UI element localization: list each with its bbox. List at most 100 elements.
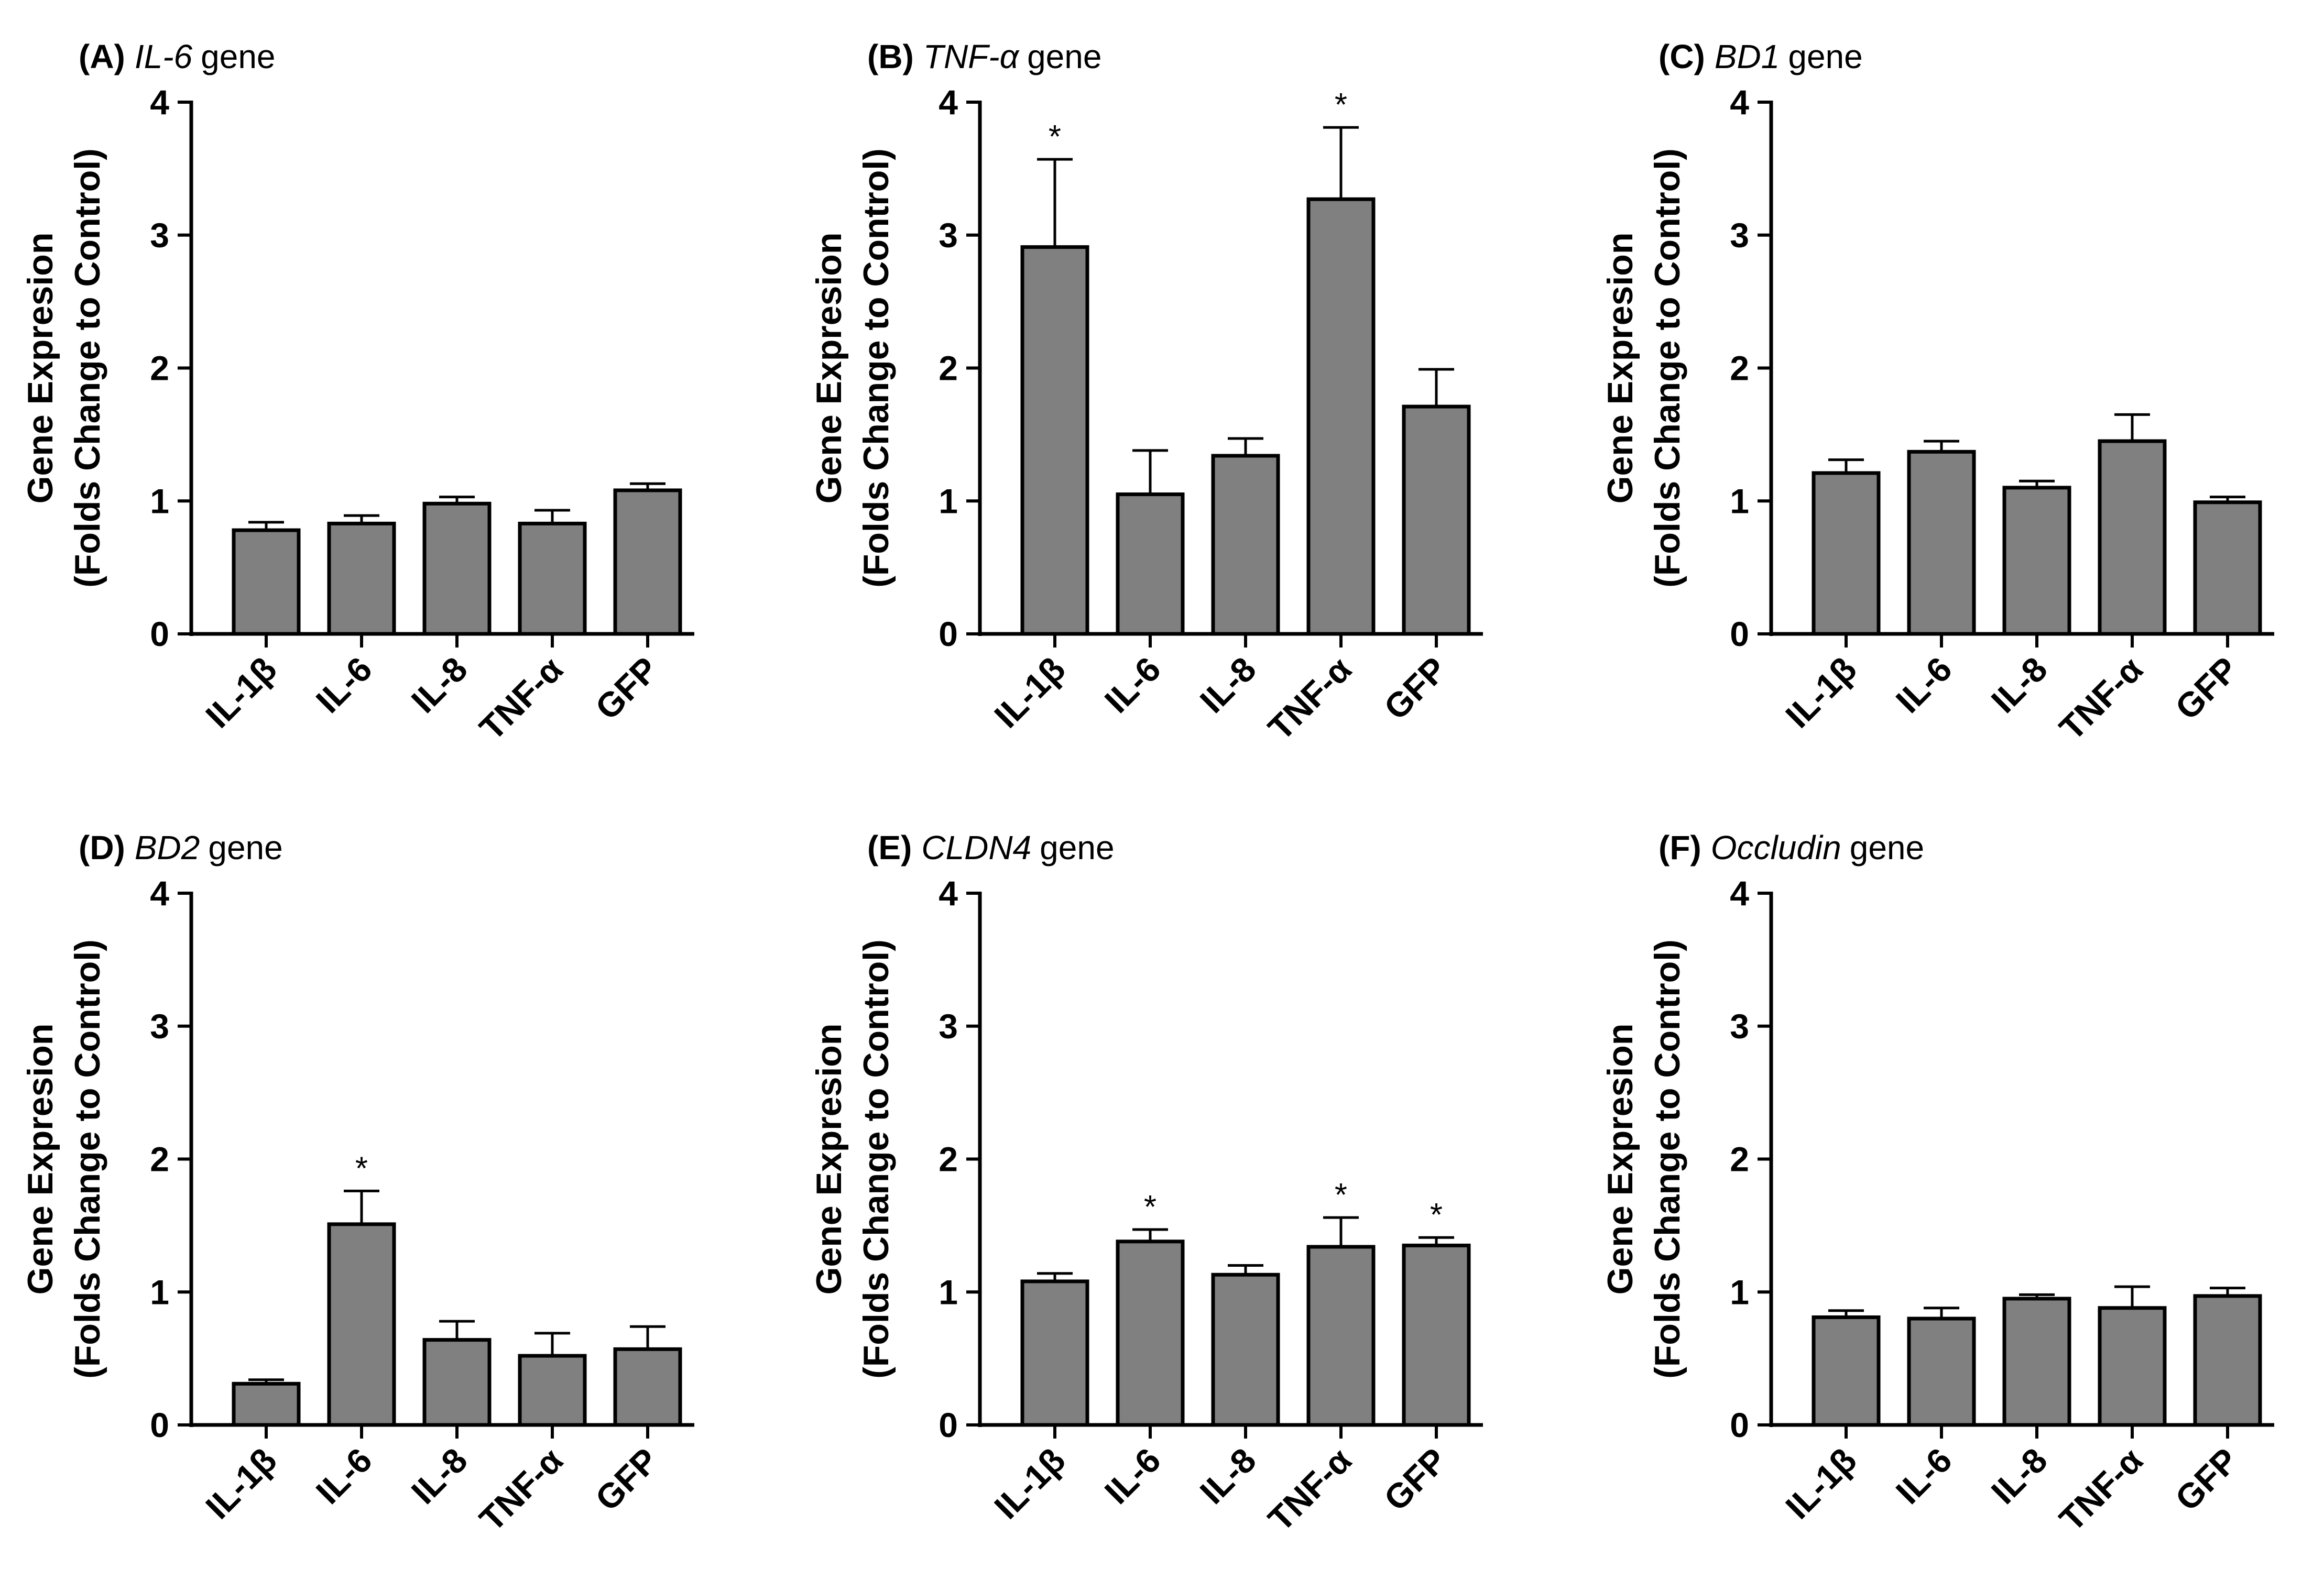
- y-tick-label: 3: [150, 1007, 169, 1046]
- chart-panel-d: (D) BD2 gene Gene Expresion (Folds Change to…: [20, 829, 694, 1539]
- y-tick-label: 4: [939, 874, 958, 913]
- y-axis-title-line1: Gene Expresion: [1600, 1024, 1640, 1295]
- bar: [2002, 1297, 2071, 1427]
- y-tick-label: 0: [939, 1406, 958, 1444]
- chart-panel-f: (F) Occludin gene Gene Expresion (Folds Chan…: [1600, 829, 2274, 1539]
- panel-title-suffix: gene: [1788, 38, 1862, 75]
- y-tick-label: 2: [1730, 349, 1749, 388]
- panel-title-suffix: gene: [1027, 38, 1101, 75]
- bar: [327, 1222, 396, 1427]
- bar: [1306, 197, 1376, 636]
- x-tick-label: IL-6: [1097, 1441, 1168, 1511]
- x-tick-label: IL-6: [1889, 650, 1959, 720]
- bar: [1812, 1315, 1881, 1427]
- bar: [232, 528, 301, 636]
- bar: [422, 1338, 492, 1427]
- bar: [518, 1354, 587, 1427]
- y-tick-label: 4: [939, 83, 958, 122]
- bar: [1907, 449, 1976, 636]
- panel-gene-name: BD1: [1715, 38, 1780, 75]
- y-tick-label: 2: [150, 349, 169, 388]
- x-tick-label: IL-6: [1889, 1441, 1959, 1511]
- x-tick-label: IL-1β: [198, 650, 284, 736]
- panel-title-suffix: gene: [208, 829, 282, 866]
- panel-label: (D): [79, 829, 125, 866]
- bar: [613, 488, 682, 636]
- x-tick-label: IL-1β: [1778, 1441, 1864, 1527]
- y-tick-label: 4: [150, 874, 169, 913]
- panel-gene-name: BD2: [135, 829, 200, 866]
- panel-title: (F) Occludin gene: [1659, 829, 1924, 866]
- bar: [422, 501, 492, 636]
- x-tick-label: TNF-α: [472, 1441, 570, 1539]
- y-axis-title-line1: Gene Expresion: [809, 233, 849, 504]
- y-axis-title-line1: Gene Expresion: [20, 1024, 60, 1295]
- panel-title: (C) BD1 gene: [1659, 38, 1863, 75]
- x-tick-label: IL-1β: [1778, 650, 1864, 736]
- bar: [1020, 1279, 1089, 1427]
- y-tick-label: 1: [150, 481, 169, 520]
- panel-title: (D) BD2 gene: [79, 829, 283, 866]
- x-tick-label: IL-8: [1193, 1441, 1263, 1511]
- x-tick-label: IL-6: [1097, 650, 1168, 720]
- y-tick-label: 3: [939, 1007, 958, 1046]
- bar: [1402, 1243, 1471, 1427]
- significance-marker: *: [1430, 1197, 1443, 1233]
- bar: [2098, 1306, 2167, 1427]
- x-tick-label: IL-8: [404, 1441, 475, 1511]
- bar: [1306, 1245, 1376, 1427]
- y-tick-label: 1: [1730, 481, 1749, 520]
- y-tick-label: 1: [939, 1272, 958, 1311]
- bar: [1812, 471, 1881, 636]
- x-tick-label: IL-1β: [198, 1441, 284, 1527]
- x-tick-label: TNF-α: [2052, 1441, 2150, 1539]
- y-axis-title-line2: (Folds Change to Control): [856, 939, 896, 1379]
- bar: [2002, 486, 2071, 636]
- panel-label: (C): [1659, 38, 1705, 75]
- significance-marker: *: [1335, 87, 1347, 123]
- y-tick-label: 2: [939, 349, 958, 388]
- panel-title: (B) TNF-α gene: [867, 38, 1101, 75]
- x-tick-label: IL-8: [1984, 1441, 2055, 1511]
- x-tick-label: IL-8: [1193, 650, 1263, 720]
- y-tick-label: 4: [1730, 83, 1749, 122]
- y-tick-label: 3: [939, 216, 958, 255]
- y-tick-label: 0: [1730, 1406, 1749, 1444]
- x-tick-label: IL-1β: [987, 650, 1073, 736]
- panel-title: (E) CLDN4 gene: [867, 829, 1115, 866]
- chart-panel-c: (C) BD1 gene Gene Expresion (Folds Change to…: [1600, 38, 2274, 748]
- bar: [1116, 492, 1185, 636]
- x-tick-label: GFP: [588, 1441, 665, 1518]
- y-axis-title-line2: (Folds Change to Control): [68, 939, 107, 1379]
- bar: [1211, 1272, 1280, 1427]
- y-tick-label: 2: [939, 1140, 958, 1179]
- bar: [1116, 1239, 1185, 1427]
- x-tick-label: GFP: [1377, 1441, 1454, 1518]
- y-axis-title-line1: Gene Expresion: [1600, 233, 1640, 504]
- bar: [2193, 500, 2262, 636]
- x-tick-label: GFP: [1377, 650, 1454, 727]
- chart-panel-e: (E) CLDN4 gene Gene Expresion (Folds Change …: [809, 829, 1483, 1539]
- significance-marker: *: [1049, 119, 1061, 155]
- x-tick-label: TNF-α: [472, 650, 570, 748]
- panel-title-suffix: gene: [1850, 829, 1924, 866]
- significance-marker: *: [355, 1150, 368, 1187]
- x-tick-label: IL-8: [1984, 650, 2055, 720]
- y-tick-label: 0: [150, 1406, 169, 1444]
- y-tick-label: 2: [150, 1140, 169, 1179]
- bar: [1907, 1316, 1976, 1427]
- panel-title-suffix: gene: [201, 38, 275, 75]
- x-tick-label: IL-8: [404, 650, 475, 720]
- y-axis-title-line2: (Folds Change to Control): [1647, 148, 1687, 588]
- x-tick-label: TNF-α: [2052, 650, 2150, 748]
- panel-label: (A): [79, 38, 125, 75]
- y-tick-label: 3: [1730, 1007, 1749, 1046]
- panel-label: (F): [1659, 829, 1701, 866]
- y-tick-label: 3: [1730, 216, 1749, 255]
- bar: [2098, 439, 2167, 636]
- bar: [1020, 245, 1089, 636]
- y-tick-label: 4: [1730, 874, 1749, 913]
- panel-gene-name: TNF-α: [923, 38, 1020, 75]
